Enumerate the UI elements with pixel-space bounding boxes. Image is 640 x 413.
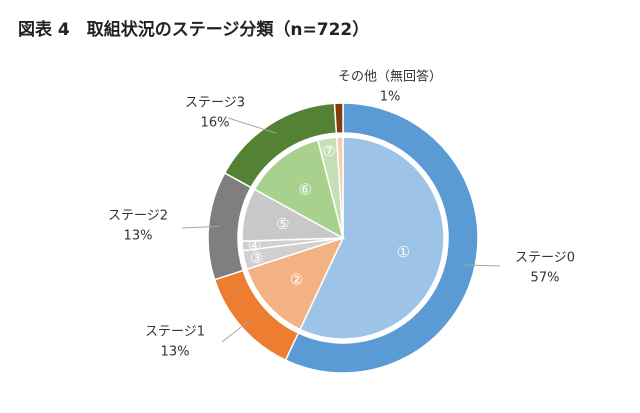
inner-label: ⑤ — [276, 215, 289, 233]
value-label: 13% — [161, 345, 190, 360]
category-label: ステージ0 — [515, 251, 575, 266]
value-label: 13% — [124, 229, 153, 244]
category-label: ステージ2 — [108, 209, 168, 224]
leader-line — [181, 225, 220, 229]
inner-label: ⑦ — [322, 142, 335, 160]
inner-label: ① — [397, 243, 410, 261]
inner-label: ③ — [250, 249, 263, 267]
category-label: その他（無回答） — [338, 69, 442, 85]
slice — [333, 102, 344, 135]
chart-title: 図表 4 取組状況のステージ分類（n=722） — [18, 19, 369, 40]
inner-label: ⑥ — [298, 181, 311, 199]
inner-label: ② — [290, 270, 303, 288]
category-label: ステージ3 — [185, 96, 245, 111]
slice — [298, 136, 445, 340]
leader-line — [227, 117, 277, 134]
value-label: 1% — [380, 90, 401, 105]
value-label: 16% — [201, 116, 230, 131]
slice — [245, 236, 345, 331]
slice — [335, 136, 344, 239]
leader-line — [464, 264, 501, 267]
leader-line — [221, 319, 251, 343]
slice — [284, 102, 479, 374]
value-label: 57% — [531, 271, 560, 286]
slice — [253, 139, 345, 240]
category-label: ステージ1 — [145, 325, 205, 340]
